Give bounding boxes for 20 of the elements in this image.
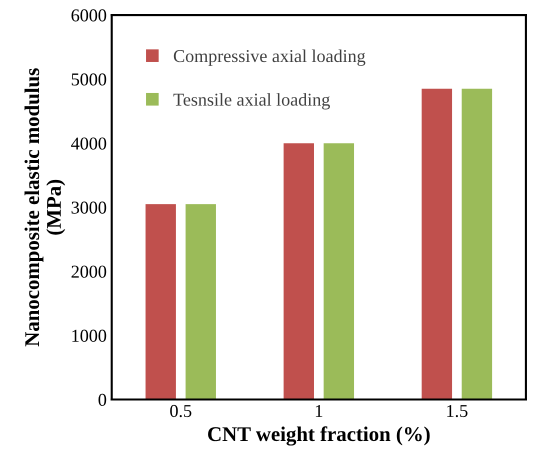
y-tick-label: 1000 [72,330,106,342]
x-tick-label: 1.5 [447,404,468,418]
x-axis-title: CNT weight fraction (%) [208,426,430,446]
x-tick-label: 1 [316,404,322,417]
y-axis-title: Nanocomposite elastic modulus (MPa) [24,68,66,346]
bar [462,88,492,400]
y-tick-label: 4000 [71,137,106,150]
legend-label: Compressive axial loading [174,49,366,66]
bar [186,204,216,400]
y-tick-label: 3000 [72,202,106,214]
bar [146,204,176,400]
y-tick-label: 2000 [72,266,106,278]
y-tick-label: 6000 [72,9,106,22]
bar [324,143,354,400]
y-tick-label: 0 [98,394,106,406]
bar [422,88,452,400]
bar [284,143,314,400]
y-tick-label: 5000 [72,73,106,86]
legend-label: Tesnsile axial loading [173,93,330,110]
x-tick-label: 0.5 [170,404,192,418]
